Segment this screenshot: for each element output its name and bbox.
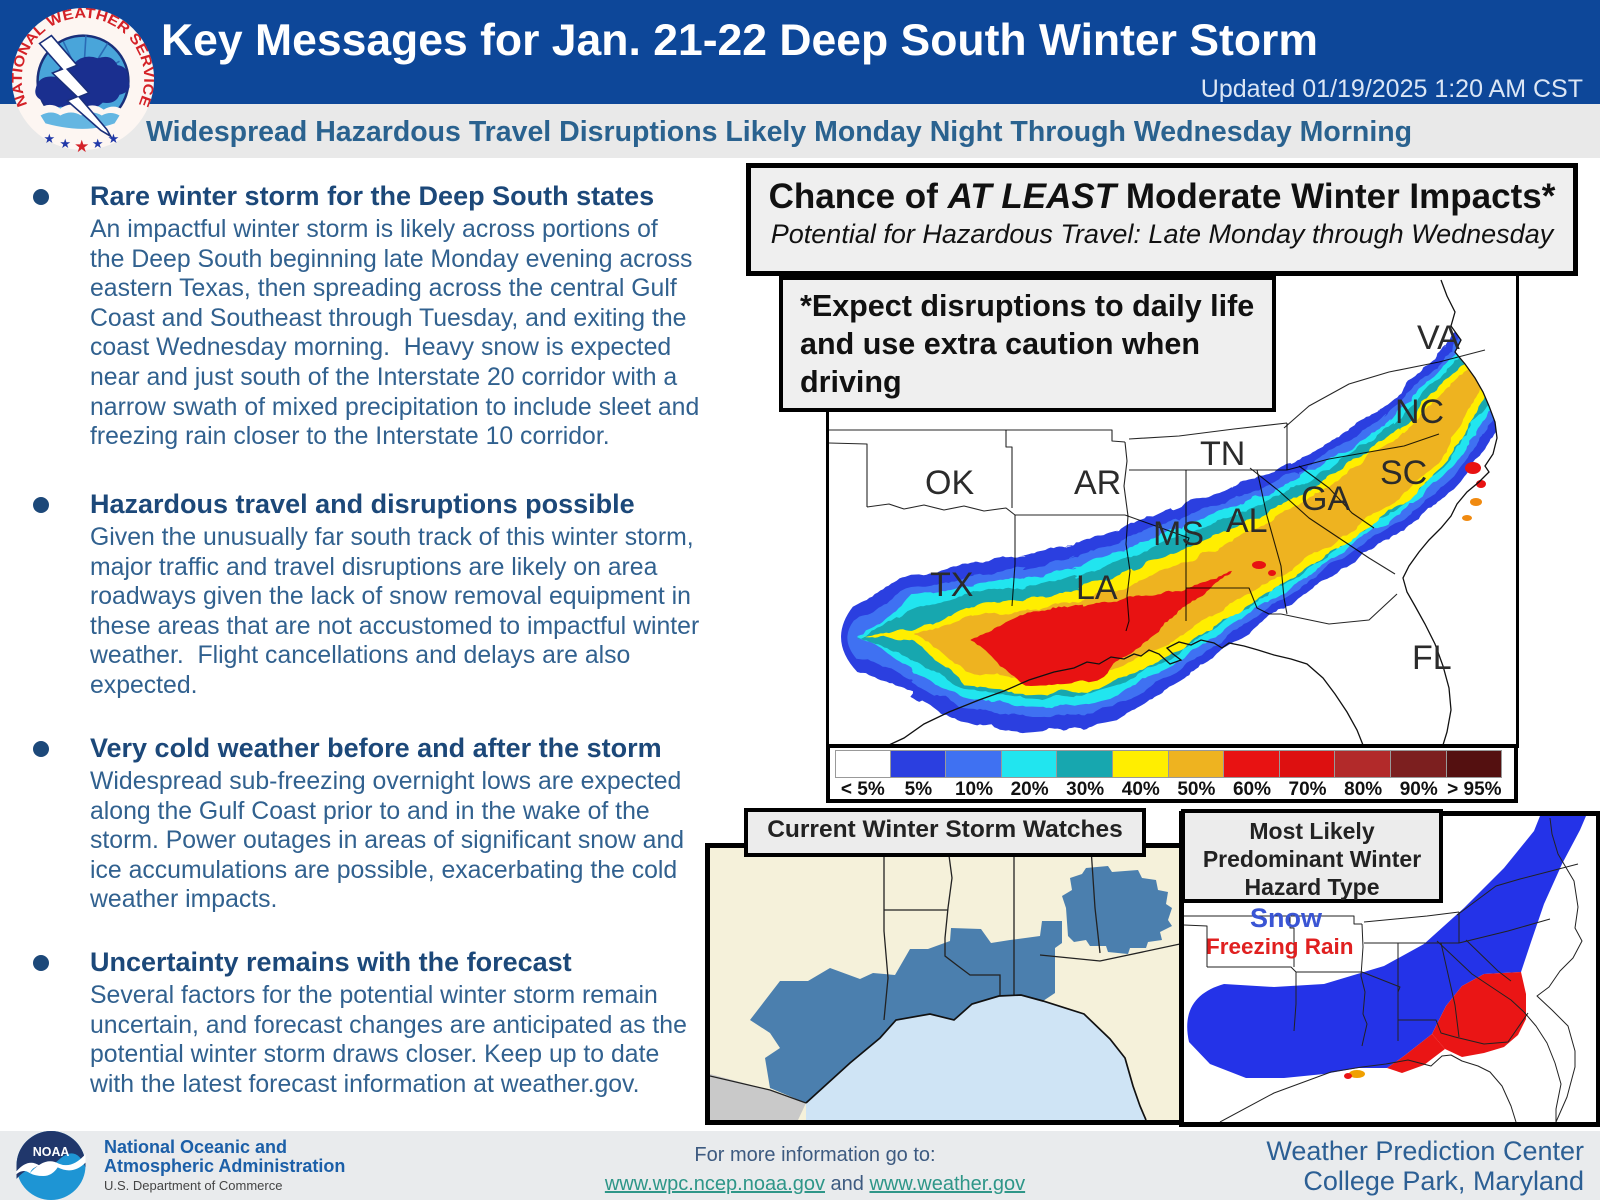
- svg-text:GA: GA: [1301, 480, 1350, 518]
- svg-text:SC: SC: [1380, 454, 1427, 492]
- svg-text:TN: TN: [1200, 435, 1245, 473]
- svg-text:NOAA: NOAA: [33, 1145, 70, 1159]
- svg-text:TX: TX: [930, 566, 973, 604]
- svg-text:FL: FL: [1412, 639, 1452, 677]
- svg-text:VA: VA: [1417, 319, 1460, 357]
- svg-text:★: ★: [44, 131, 55, 146]
- svg-text:★: ★: [74, 137, 89, 154]
- svg-text:★: ★: [92, 136, 104, 151]
- svg-text:★: ★: [59, 136, 71, 151]
- svg-text:MS: MS: [1153, 515, 1204, 553]
- svg-text:LA: LA: [1076, 569, 1118, 607]
- svg-text:AR: AR: [1074, 464, 1121, 502]
- svg-text:NC: NC: [1395, 393, 1444, 431]
- svg-text:AL: AL: [1226, 502, 1268, 540]
- svg-text:★: ★: [108, 131, 120, 146]
- svg-text:OK: OK: [925, 464, 974, 502]
